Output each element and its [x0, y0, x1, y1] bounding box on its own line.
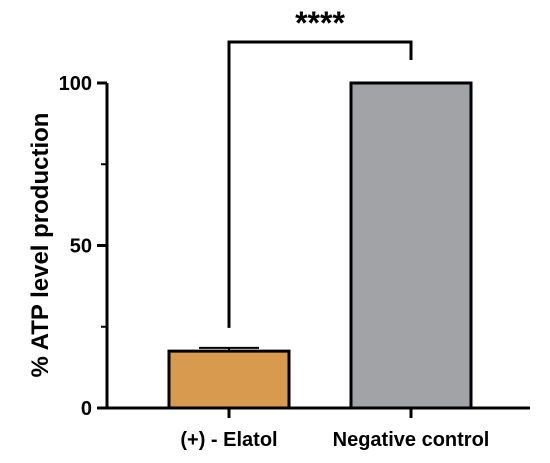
y-tick-label: 50	[70, 236, 92, 258]
category-labels: (+) - Elatol Negative control	[180, 429, 489, 451]
y-axis-label: % ATP level production	[27, 113, 54, 378]
bar	[167, 349, 291, 410]
significance-label: ****	[295, 5, 345, 41]
x-category-label: Negative control	[333, 429, 490, 451]
bar	[349, 81, 473, 410]
error-bars	[199, 346, 259, 352]
x-category-label: (+) - Elatol	[180, 429, 277, 451]
y-tick-label: 100	[59, 73, 92, 95]
y-tick-label: 0	[81, 398, 92, 420]
significance-line	[227, 40, 413, 328]
bars	[167, 81, 473, 410]
significance-bracket: ****	[227, 5, 413, 328]
